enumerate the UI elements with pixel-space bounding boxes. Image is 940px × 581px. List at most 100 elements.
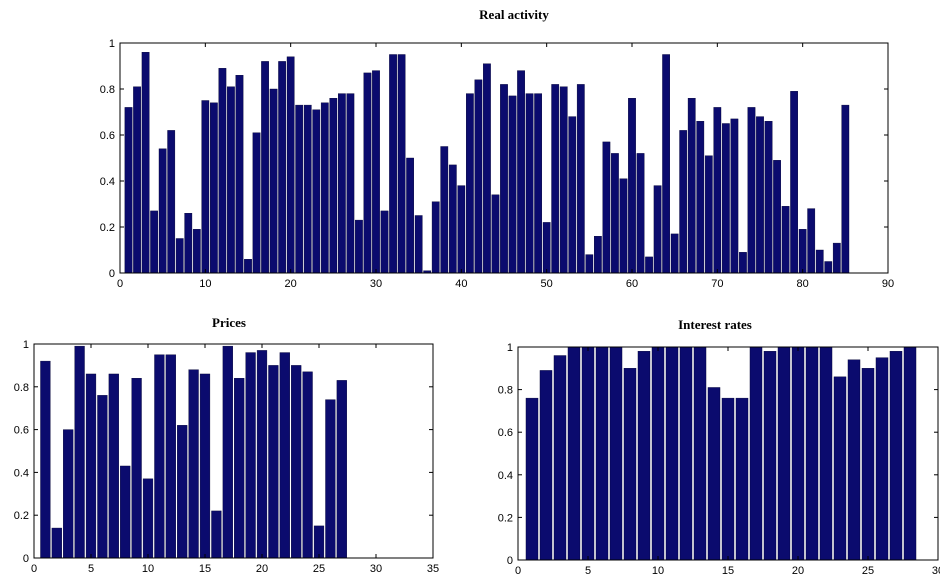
bar-real-activity-25 [329,97,338,274]
bar-prices-13 [177,425,188,559]
bar-interest-rates-9 [637,351,651,561]
y-tick-label-real-activity-0.4: 0.4 [100,176,115,188]
bar-real-activity-63 [653,185,662,274]
y-tick-label-interest-rates-1: 1 [507,342,513,354]
bar-real-activity-58 [611,153,619,274]
bar-prices-6 [97,395,108,559]
bar-interest-rates-4 [567,346,581,561]
bar-interest-rates-21 [805,346,819,561]
x-tick-label-prices-15: 15 [199,563,211,575]
bar-real-activity-17 [261,61,269,274]
bar-real-activity-30 [372,70,380,274]
x-tick-label-interest-rates-15: 15 [722,565,734,577]
bar-real-activity-60 [628,97,636,274]
x-tick-label-real-activity-20: 20 [285,278,297,290]
bar-real-activity-73 [739,252,747,274]
x-tick-label-prices-35: 35 [427,563,439,575]
bar-interest-rates-22 [819,346,833,561]
panel-real-activity: Real activity 0 10 20 30 40 50 60 70 80 90 0 0.2 0.4 0… [100,7,894,290]
bar-prices-4 [74,345,85,559]
bar-real-activity-67 [687,97,696,274]
bar-prices-27 [336,380,347,559]
chart-title-prices: Prices [212,315,246,330]
bar-interest-rates-5 [581,346,595,561]
bar-real-activity-85 [841,104,850,274]
bar-prices-3 [63,429,74,559]
bar-interest-rates-15 [721,397,735,561]
y-tick-label-real-activity-0: 0 [109,268,115,280]
bar-real-activity-61 [636,153,645,274]
bar-prices-1 [40,360,51,559]
y-tick-label-real-activity-0.2: 0.2 [100,222,115,234]
bar-real-activity-50 [542,222,551,274]
bar-real-activity-16 [252,132,261,274]
bar-real-activity-18 [269,88,278,274]
bar-real-activity-78 [781,206,790,274]
x-tick-label-interest-rates-25: 25 [862,565,874,577]
bar-real-activity-48 [525,93,534,274]
bar-prices-17 [222,345,233,559]
bar-real-activity-23 [312,109,321,274]
bar-real-activity-31 [380,210,389,274]
bar-real-activity-76 [764,120,773,274]
bar-interest-rates-20 [791,346,805,561]
bar-interest-rates-11 [665,346,679,561]
bar-real-activity-84 [832,242,841,274]
bar-prices-10 [142,478,154,559]
y-tick-label-prices-0.8: 0.8 [14,382,29,394]
bar-real-activity-66 [679,130,688,274]
bar-real-activity-26 [338,93,346,274]
y-tick-label-interest-rates-0.2: 0.2 [498,512,513,524]
bar-real-activity-20 [286,56,295,274]
bar-real-activity-47 [517,70,525,274]
x-tick-label-real-activity-90: 90 [882,278,894,290]
y-tick-label-interest-rates-0.8: 0.8 [498,385,513,397]
bar-real-activity-24 [320,102,329,274]
bar-real-activity-54 [576,84,585,274]
bar-real-activity-15 [244,259,252,274]
x-tick-label-interest-rates-30: 30 [932,565,940,577]
bar-prices-12 [165,354,176,559]
bar-real-activity-3 [141,52,150,274]
bar-real-activity-69 [704,155,713,274]
bar-real-activity-12 [218,68,227,274]
bar-real-activity-70 [713,107,722,274]
bar-real-activity-39 [448,164,457,274]
y-tick-label-interest-rates-0.4: 0.4 [498,470,513,482]
bar-real-activity-81 [807,208,816,274]
y-tick-label-prices-0.4: 0.4 [14,467,29,479]
x-tick-label-interest-rates-20: 20 [792,565,804,577]
bar-real-activity-55 [585,254,594,274]
bar-interest-rates-13 [693,346,707,561]
bar-interest-rates-26 [875,357,889,561]
bar-real-activity-52 [559,86,568,274]
x-tick-label-prices-25: 25 [313,563,325,575]
bar-real-activity-27 [346,93,355,274]
bar-prices-22 [279,352,290,559]
bar-real-activity-10 [201,100,210,274]
bar-real-activity-46 [508,95,517,274]
bar-prices-9 [131,378,142,559]
bar-real-activity-40 [457,185,466,274]
x-tick-label-real-activity-30: 30 [370,278,382,290]
bar-real-activity-64 [662,54,671,274]
bar-real-activity-53 [568,116,577,274]
x-tick-label-real-activity-70: 70 [711,278,723,290]
bar-real-activity-9 [192,229,201,274]
bar-real-activity-38 [440,146,449,274]
chart-title-interest-rates: Interest rates [678,317,752,332]
bar-interest-rates-7 [609,346,623,561]
x-tick-label-prices-30: 30 [370,563,382,575]
bar-prices-24 [302,371,313,559]
bar-prices-11 [154,354,165,559]
y-tick-label-prices-0.2: 0.2 [14,510,29,522]
x-tick-label-real-activity-80: 80 [797,278,809,290]
bar-interest-rates-12 [679,346,693,561]
plot-frame-prices [33,343,434,559]
bar-real-activity-1 [124,107,133,274]
bar-real-activity-19 [278,61,286,274]
bar-real-activity-51 [551,84,560,274]
bar-prices-2 [51,527,62,559]
bar-real-activity-33 [397,54,406,274]
bar-real-activity-42 [474,79,483,274]
